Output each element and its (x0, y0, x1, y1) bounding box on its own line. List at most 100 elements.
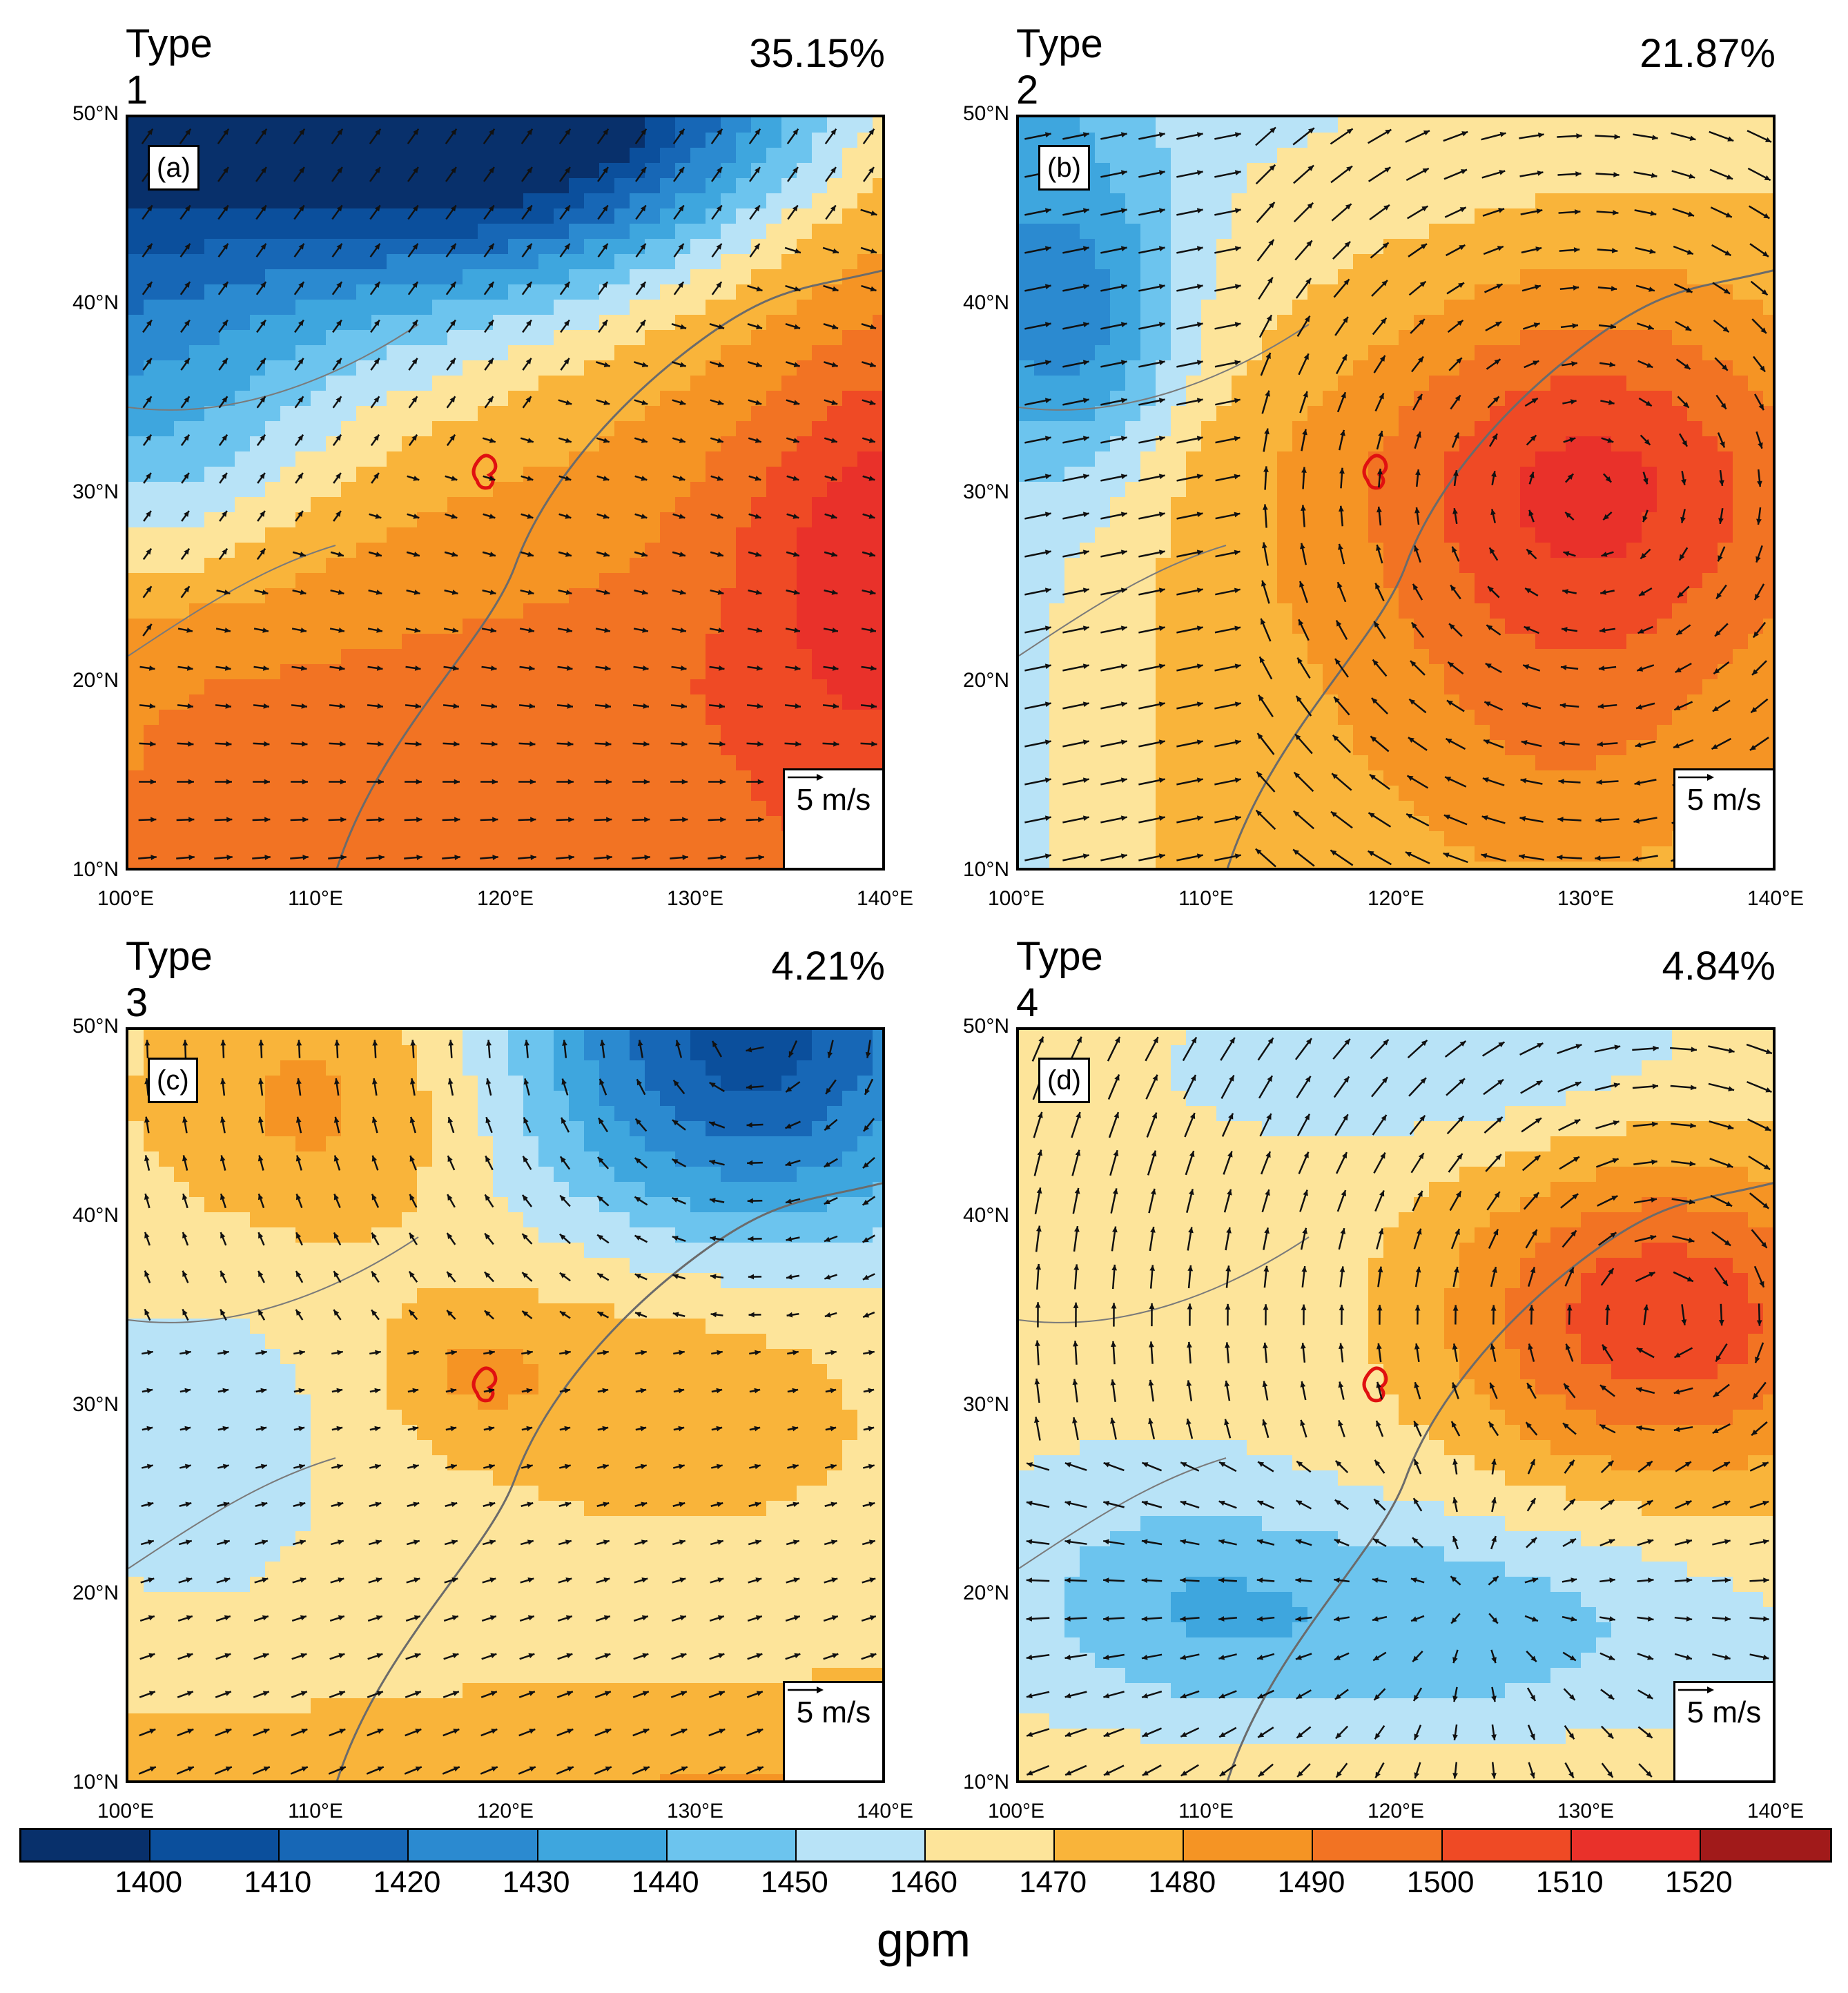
wind-arrowhead (260, 1388, 267, 1394)
wind-arrowhead (409, 1271, 415, 1278)
wind-arrowhead (145, 510, 151, 517)
wind-arrowhead (373, 396, 380, 403)
longitude-tick-label: 110°E (288, 1800, 343, 1822)
wind-arrowhead (1255, 848, 1262, 855)
wind-arrowhead (1257, 1655, 1264, 1660)
wind-arrowhead (185, 1501, 192, 1508)
wind-arrowhead (452, 1691, 459, 1696)
wind-arrowhead (1762, 251, 1769, 257)
wind-arrowhead (1633, 818, 1640, 824)
wind-arrowhead (1530, 1537, 1537, 1544)
wind-arrowhead (1448, 661, 1455, 668)
wind-arrowhead (1572, 323, 1578, 329)
wind-arrowhead (145, 473, 151, 479)
wind-arrowhead (453, 1729, 460, 1734)
wind-arrowhead (526, 243, 532, 250)
wind-arrowhead (565, 514, 572, 519)
wind-arrowhead (756, 324, 763, 330)
wind-arrowhead (1751, 707, 1758, 713)
wind-arrowhead (1082, 132, 1089, 138)
wind-arrowhead (220, 1270, 226, 1277)
wind-arrowhead (641, 590, 648, 595)
wind-arrowhead (340, 779, 346, 785)
wind-arrowhead (793, 1577, 800, 1583)
wind-arrowhead (1725, 212, 1732, 217)
wind-arrowhead (869, 590, 876, 595)
wind-arrowhead (1158, 132, 1165, 138)
wind-arrowhead (1530, 1772, 1535, 1779)
wind-arrowhead (747, 1198, 753, 1204)
wind-arrowhead (709, 1159, 716, 1165)
wind-arrowhead (298, 1426, 305, 1432)
wind-arrowhead (1303, 1189, 1308, 1196)
wind-arrowhead (222, 243, 228, 250)
wind-arrowhead (717, 1615, 724, 1621)
latitude-tick-label: 30°N (962, 1392, 1009, 1416)
wind-arrowhead (830, 438, 837, 443)
wind-arrowhead (1722, 326, 1729, 333)
wind-arrowhead (1305, 1076, 1311, 1082)
wind-arrowhead (485, 1233, 491, 1240)
wind-arrowhead (717, 590, 724, 595)
wind-arrowhead (261, 1501, 268, 1508)
wind-arrowhead (149, 1766, 156, 1772)
wind-arrowhead (1568, 1694, 1575, 1700)
wind-arrowhead (1196, 132, 1203, 138)
wind-arrowhead (1303, 1151, 1309, 1158)
wind-arrowhead (717, 167, 722, 173)
wind-arrowhead (1300, 1343, 1306, 1349)
wind-arrowhead (710, 1312, 717, 1318)
wind-arrowhead (1343, 1076, 1350, 1083)
wind-arrowhead (1072, 1417, 1078, 1423)
wind-arrowhead (1715, 1355, 1722, 1362)
wind-arrowhead (792, 514, 799, 519)
panel-frequency-percent: 35.15% (749, 31, 885, 76)
wind-arrowhead (447, 1078, 454, 1085)
wind-arrowhead (225, 1729, 232, 1734)
wind-arrowhead (1570, 1539, 1576, 1544)
wind-arrowhead (793, 362, 800, 367)
wind-arrowhead (527, 167, 532, 173)
wind-arrowhead (716, 205, 722, 212)
wind-arrowhead (1488, 586, 1494, 592)
wind-arrowhead (1689, 1199, 1695, 1205)
wind-arrowhead (258, 1232, 264, 1239)
wind-arrowhead (185, 1539, 192, 1545)
wind-arrowhead (1218, 1693, 1225, 1699)
wind-arrowhead (144, 1194, 150, 1200)
wind-arrowhead (1196, 587, 1203, 594)
wind-arrowhead (1759, 1281, 1764, 1287)
wind-arrowhead (675, 1040, 681, 1047)
wind-arrowhead (338, 1615, 344, 1621)
wind-arrowhead (1459, 1078, 1465, 1085)
wind-arrowhead (603, 1539, 610, 1545)
wind-arrowhead (412, 243, 418, 250)
wind-arrowhead (1064, 1731, 1071, 1737)
wind-arrowhead (717, 362, 724, 367)
wind-arrowhead (220, 1232, 226, 1239)
wind-arrowhead (1675, 667, 1682, 672)
wind-arrowhead (299, 552, 306, 557)
wind-arrowhead (525, 358, 532, 364)
wind-arrowhead (1569, 437, 1576, 443)
wind-arrowhead (1521, 702, 1528, 708)
wind-arrowhead (1713, 1391, 1720, 1397)
wind-arrowhead (718, 628, 724, 633)
wind-arrowhead (1044, 322, 1051, 328)
wind-arrowhead (862, 1237, 869, 1243)
wind-arrowhead (1713, 668, 1720, 674)
wind-arrowhead (259, 473, 265, 479)
wind-arrowhead (603, 362, 610, 367)
wind-arrowhead (1150, 1188, 1156, 1195)
wind-arrowhead (635, 1118, 641, 1125)
reference-vector-label: 5 m/s (1686, 1695, 1762, 1729)
wind-arrowhead (1414, 507, 1420, 514)
wind-arrowhead (568, 855, 574, 860)
wind-arrowhead (755, 128, 761, 135)
wind-arrowhead (640, 205, 646, 212)
wind-arrowhead (1180, 1462, 1187, 1468)
wind-arrowhead (1379, 393, 1384, 400)
wind-arrowhead (1611, 1196, 1618, 1201)
wind-arrowhead (1573, 1156, 1579, 1163)
wind-arrowhead (641, 1577, 648, 1583)
